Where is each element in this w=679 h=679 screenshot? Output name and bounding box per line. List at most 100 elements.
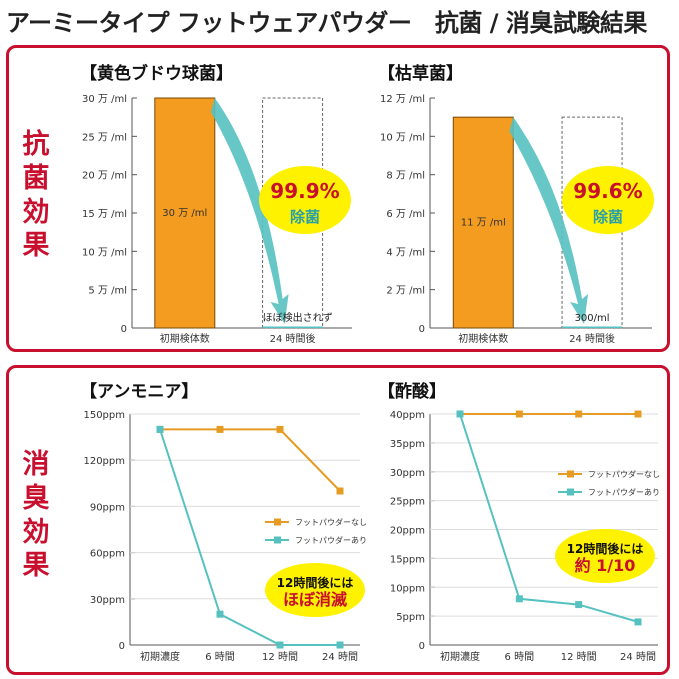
badge-value: 99.6% [573,179,642,203]
data-point [575,601,583,609]
x-tick-label: 24 時間 [322,651,358,663]
series-line [459,413,639,623]
legend-marker [274,536,281,544]
x-tick-label: 初期検体数 [160,332,210,345]
series-line [160,428,341,492]
chart-title: 【黄色ブドウ球菌】 [80,63,233,84]
legend-label: フットパウダーなし [295,517,367,527]
y-tick-label: 0 [119,641,125,652]
legend-label: フットパウダーあり [588,487,660,497]
badge-ellipse [562,166,654,234]
data-point [276,641,284,649]
data-point [634,618,642,626]
data-point [216,425,224,433]
y-tick-label: 12 万 /ml [380,94,425,105]
after-label: 300/ml [575,313,610,324]
badge-ellipse [555,529,655,583]
y-tick-label: 0 [121,324,127,335]
badge-line1: 12時間後には [567,541,644,556]
deodorant-label: 消臭効果 [18,448,54,583]
x-tick-label: 24 時間後 [569,332,615,345]
y-tick-label: 25ppm [390,497,425,508]
chart-title: 【酢酸】 [378,381,446,402]
badge-ellipse [265,563,365,617]
bar-initial [452,116,514,329]
y-tick-label: 40ppm [390,410,425,421]
badge-line1: 12時間後には [277,575,354,590]
y-tick-label: 25 万 /ml [82,132,127,143]
y-tick-label: 35ppm [390,439,425,450]
legend-label: フットパウダーあり [295,535,367,545]
decrease-arrow [509,117,589,325]
after-label: ほぼ検出されず [263,311,333,324]
antibacterial-label: 抗菌効果 [18,128,54,263]
legend-label: フットパウダーなし [588,469,660,479]
x-tick-label: 初期検体数 [458,332,508,345]
y-tick-label: 15 万 /ml [82,209,127,220]
badge-line2: ほぼ消滅 [283,590,347,609]
badge-text: 除菌 [593,208,623,226]
y-tick-label: 60ppm [90,549,125,560]
data-point [575,410,583,418]
bar-after [562,326,623,328]
data-point [216,610,224,618]
antibacterial-panel [6,45,670,352]
y-tick-label: 150ppm [83,410,125,421]
x-tick-label: 6 時間 [505,651,535,663]
bar-after [262,326,323,328]
y-tick-label: 5ppm [396,612,425,623]
side-label-char: 消 [22,449,50,480]
y-tick-label: 0 [419,324,425,335]
bar-initial [154,97,216,329]
y-tick-label: 10ppm [390,583,425,594]
badge-ellipse [259,166,351,234]
y-tick-label: 8 万 /ml [386,171,425,182]
y-tick-label: 120ppm [83,456,125,467]
data-point [515,410,523,418]
y-tick-label: 20 万 /ml [82,171,127,182]
y-tick-label: 30ppm [390,468,425,479]
data-point [456,410,464,418]
y-tick-label: 0 [419,641,425,652]
side-label-char: 果 [22,550,50,582]
data-point [634,410,642,418]
bar-data-label: 30 万 /ml [162,208,207,219]
badge-text: 除菌 [290,208,320,226]
chart-title: 【枯草菌】 [378,63,463,84]
legend-marker [567,488,574,496]
page-title: アーミータイプ フットウェアパウダー 抗菌 / 消臭試験結果 [6,9,647,37]
y-tick-label: 90ppm [90,502,125,513]
deodorant-panel [6,365,670,675]
x-tick-label: 24 時間後 [270,332,316,345]
y-tick-label: 6 万 /ml [386,209,425,220]
y-tick-label: 15ppm [390,554,425,565]
data-point [336,487,344,495]
y-tick-label: 4 万 /ml [386,247,425,258]
y-tick-label: 20ppm [390,526,425,537]
x-tick-label: 初期濃度 [440,650,480,663]
legend-marker [567,470,574,478]
side-label-char: 菌 [22,162,50,194]
x-tick-label: 12 時間 [561,651,597,663]
y-tick-label: 5 万 /ml [88,286,127,297]
bar-data-label: 11 万 /ml [461,218,506,229]
y-tick-label: 10 万 /ml [82,247,127,258]
side-label-char: 抗 [22,129,50,160]
series-line [159,429,340,646]
decrease-arrow [210,98,289,324]
x-tick-label: 6 時間 [205,651,235,663]
side-label-char: 効 [22,196,50,228]
chart-title: 【アンモニア】 [80,381,198,402]
side-label-char: 果 [22,230,50,262]
data-point [276,425,284,433]
x-tick-label: 初期濃度 [140,650,180,663]
side-label-char: 臭 [22,482,50,514]
y-tick-label: 30 万 /ml [82,94,127,105]
x-tick-label: 24 時間 [620,651,656,663]
y-tick-label: 30ppm [90,595,125,606]
badge-value: 99.9% [270,179,339,203]
y-tick-label: 10 万 /ml [380,132,425,143]
x-tick-label: 12 時間 [262,651,298,663]
side-label-char: 効 [22,516,50,548]
